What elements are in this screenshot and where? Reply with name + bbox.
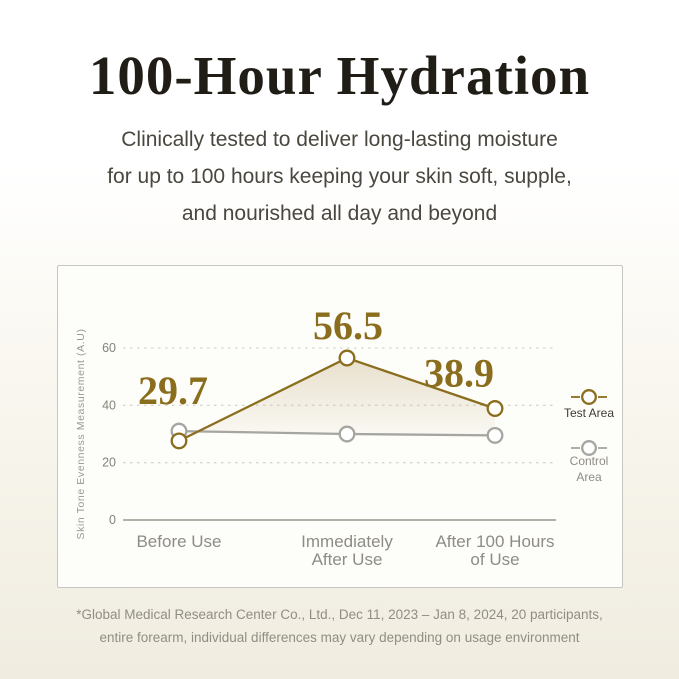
test-point-after-100-hours [486, 400, 504, 417]
legend: Test Area Control Area [564, 389, 614, 484]
y-tick-20: 20 [102, 456, 116, 470]
test-point-immediately-after [338, 349, 356, 367]
data-label-after-100-hours: 38.9 [424, 351, 494, 396]
legend-control-area-label-line1: Control [570, 454, 609, 468]
header: 100-Hour Hydration Clinically tested to … [0, 0, 679, 232]
footnote-line-2: entire forearm, individual differences m… [99, 630, 580, 645]
page-subtitle: Clinically tested to deliver long-lastin… [0, 121, 679, 232]
category-immediately-line2: After Use [312, 550, 383, 569]
hydration-line-chart: 0 20 40 60 Skin Tone Evenness Measuremen… [75, 303, 614, 569]
footnote-line-1: *Global Medical Research Center Co., Ltd… [76, 607, 603, 622]
category-before-use: Before Use [136, 532, 221, 551]
legend-test-area-marker [571, 389, 607, 405]
y-tick-40: 40 [102, 398, 116, 412]
category-after-100-hours-line2: of Use [470, 550, 519, 569]
subtitle-line-1: Clinically tested to deliver long-lastin… [121, 128, 558, 152]
control-point-after-100-hours [486, 426, 504, 444]
legend-control-area-marker [571, 440, 607, 456]
page-title: 100-Hour Hydration [88, 45, 591, 106]
subtitle-line-2: for up to 100 hours keeping your skin so… [107, 165, 572, 189]
y-axis-label: Skin Tone Evenness Measurement (A.U) [75, 328, 87, 539]
test-point-before-use [170, 432, 188, 450]
legend-test-area-label: Test Area [564, 406, 614, 420]
data-label-before-use: 29.7 [138, 368, 208, 413]
y-tick-0: 0 [109, 513, 116, 527]
legend-control-area-label-line2: Area [576, 470, 602, 484]
y-tick-60: 60 [102, 341, 116, 355]
control-point-immediately-after [338, 425, 356, 443]
category-immediately-line1: Immediately [301, 532, 393, 551]
data-label-immediately-after: 56.5 [313, 303, 383, 348]
subtitle-line-3: and nourished all day and beyond [181, 202, 498, 226]
category-after-100-hours-line1: After 100 Hours [435, 532, 554, 551]
hydration-chart-panel: 0 20 40 60 Skin Tone Evenness Measuremen… [57, 265, 623, 588]
footnote: *Global Medical Research Center Co., Ltd… [0, 603, 679, 649]
between-series-shaded-area [179, 358, 495, 441]
